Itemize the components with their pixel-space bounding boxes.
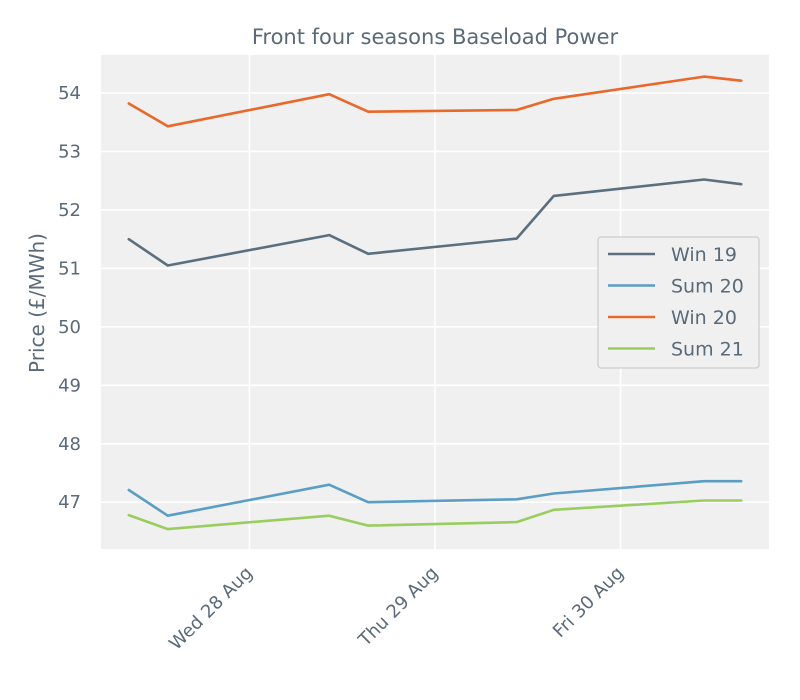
series-line-win-19 (127, 178, 743, 267)
x-tick-label: Wed 28 Aug (165, 563, 257, 655)
x-tick-labels: Wed 28 Aug Thu 29 Aug Fri 30 Aug (165, 563, 628, 655)
y-tick-label: 52 (58, 200, 81, 221)
legend: Win 19 Sum 20 Win 20 Sum 21 (597, 236, 760, 369)
series-layer (127, 75, 743, 531)
legend-label: Win 20 (671, 307, 737, 329)
y-tick-label: 47 (58, 492, 81, 513)
series-line-sum-21 (127, 499, 743, 531)
y-tick-label: 51 (58, 258, 81, 279)
legend-label: Sum 21 (671, 339, 744, 361)
x-tick-label: Thu 29 Aug (354, 563, 443, 652)
legend-label: Win 19 (671, 244, 737, 266)
series-line-sum-20 (127, 479, 743, 518)
y-tick-label: 53 (58, 141, 81, 162)
y-tick-labels: 47 48 49 50 51 52 53 54 (58, 83, 81, 513)
y-tick-label: 50 (58, 317, 81, 338)
x-tick-label: Fri 30 Aug (549, 563, 628, 642)
chart-title: Front four seasons Baseload Power (252, 25, 619, 49)
legend-label: Sum 20 (671, 276, 744, 298)
y-tick-label: 54 (58, 83, 81, 104)
legend-box (597, 236, 760, 369)
y-tick-label: 48 (58, 434, 81, 455)
series-line-win-20 (127, 75, 743, 128)
y-axis-label: Price (£/MWh) (25, 233, 49, 373)
y-tick-label: 49 (58, 375, 81, 396)
